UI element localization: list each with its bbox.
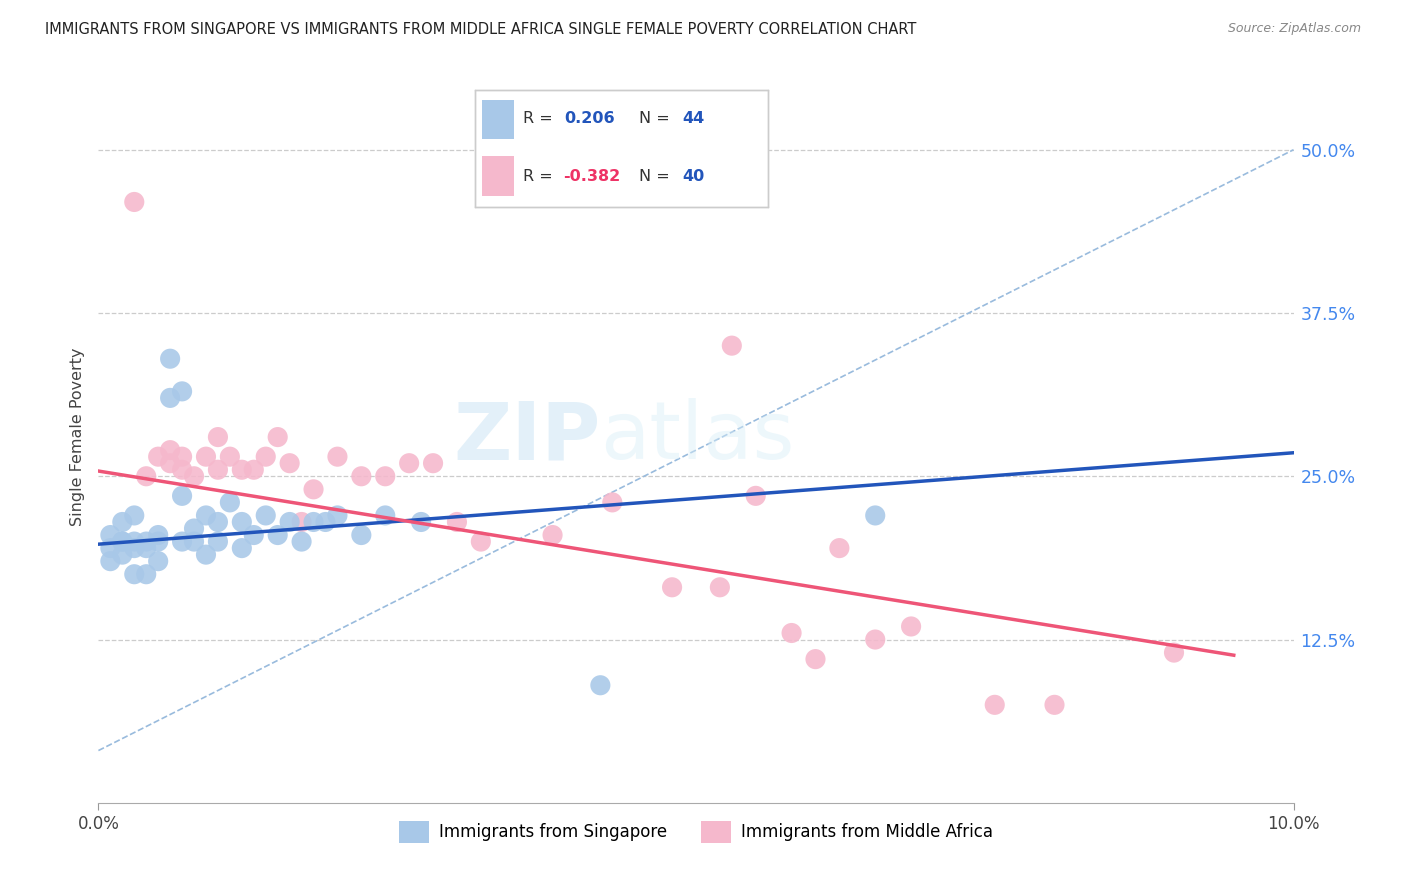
- Point: [745, 489, 768, 503]
- Point: [172, 489, 194, 503]
- Point: [124, 541, 146, 555]
- Point: [865, 632, 887, 647]
- Point: [172, 450, 194, 464]
- Point: [1163, 646, 1185, 660]
- Point: [195, 548, 218, 562]
- Point: [291, 515, 314, 529]
- Point: [231, 463, 253, 477]
- Point: [780, 626, 803, 640]
- Point: [124, 508, 146, 523]
- Point: [865, 508, 887, 523]
- Point: [135, 534, 157, 549]
- Point: [984, 698, 1007, 712]
- Point: [183, 534, 205, 549]
- Point: [589, 678, 612, 692]
- Text: atlas: atlas: [600, 398, 794, 476]
- Point: [326, 508, 349, 523]
- Point: [243, 528, 266, 542]
- Point: [172, 463, 194, 477]
- Point: [135, 567, 157, 582]
- Point: [254, 450, 277, 464]
- Point: [900, 619, 922, 633]
- Point: [135, 469, 157, 483]
- Point: [302, 515, 325, 529]
- Point: [148, 554, 170, 568]
- Point: [111, 534, 134, 549]
- Y-axis label: Single Female Poverty: Single Female Poverty: [69, 348, 84, 526]
- Point: [326, 450, 349, 464]
- Point: [219, 495, 242, 509]
- Point: [148, 528, 170, 542]
- Point: [207, 534, 229, 549]
- Point: [231, 541, 253, 555]
- Point: [159, 456, 181, 470]
- Point: [446, 515, 468, 529]
- Point: [350, 469, 373, 483]
- Point: [111, 548, 134, 562]
- Point: [98, 541, 122, 555]
- Point: [267, 430, 290, 444]
- Point: [111, 515, 134, 529]
- Point: [124, 567, 146, 582]
- Point: [411, 515, 433, 529]
- Point: [159, 351, 181, 366]
- Point: [422, 456, 444, 470]
- Text: Source: ZipAtlas.com: Source: ZipAtlas.com: [1227, 22, 1361, 36]
- Point: [267, 528, 290, 542]
- Point: [804, 652, 827, 666]
- Point: [135, 541, 157, 555]
- Point: [470, 534, 492, 549]
- Point: [302, 483, 325, 497]
- Point: [350, 528, 373, 542]
- Point: [98, 528, 122, 542]
- Point: [374, 508, 396, 523]
- Point: [278, 515, 301, 529]
- Text: ZIP: ZIP: [453, 398, 600, 476]
- Point: [124, 194, 146, 209]
- Point: [291, 534, 314, 549]
- Point: [172, 534, 194, 549]
- Point: [159, 443, 181, 458]
- Point: [709, 580, 731, 594]
- Point: [183, 469, 205, 483]
- Point: [219, 450, 242, 464]
- Point: [231, 515, 253, 529]
- Point: [398, 456, 420, 470]
- Point: [1043, 698, 1066, 712]
- Point: [98, 554, 122, 568]
- Point: [315, 515, 337, 529]
- Point: [207, 515, 229, 529]
- Point: [278, 456, 301, 470]
- Point: [207, 463, 229, 477]
- Point: [254, 508, 277, 523]
- Text: IMMIGRANTS FROM SINGAPORE VS IMMIGRANTS FROM MIDDLE AFRICA SINGLE FEMALE POVERTY: IMMIGRANTS FROM SINGAPORE VS IMMIGRANTS …: [45, 22, 917, 37]
- Point: [602, 495, 624, 509]
- Point: [828, 541, 851, 555]
- Point: [207, 430, 229, 444]
- Point: [183, 521, 205, 535]
- Point: [159, 391, 181, 405]
- Point: [195, 450, 218, 464]
- Legend: Immigrants from Singapore, Immigrants from Middle Africa: Immigrants from Singapore, Immigrants fr…: [392, 814, 1000, 849]
- Point: [243, 463, 266, 477]
- Point: [661, 580, 683, 594]
- Point: [172, 384, 194, 399]
- Point: [541, 528, 564, 542]
- Point: [111, 534, 134, 549]
- Point: [148, 450, 170, 464]
- Point: [195, 508, 218, 523]
- Point: [148, 534, 170, 549]
- Point: [374, 469, 396, 483]
- Point: [721, 339, 744, 353]
- Point: [124, 534, 146, 549]
